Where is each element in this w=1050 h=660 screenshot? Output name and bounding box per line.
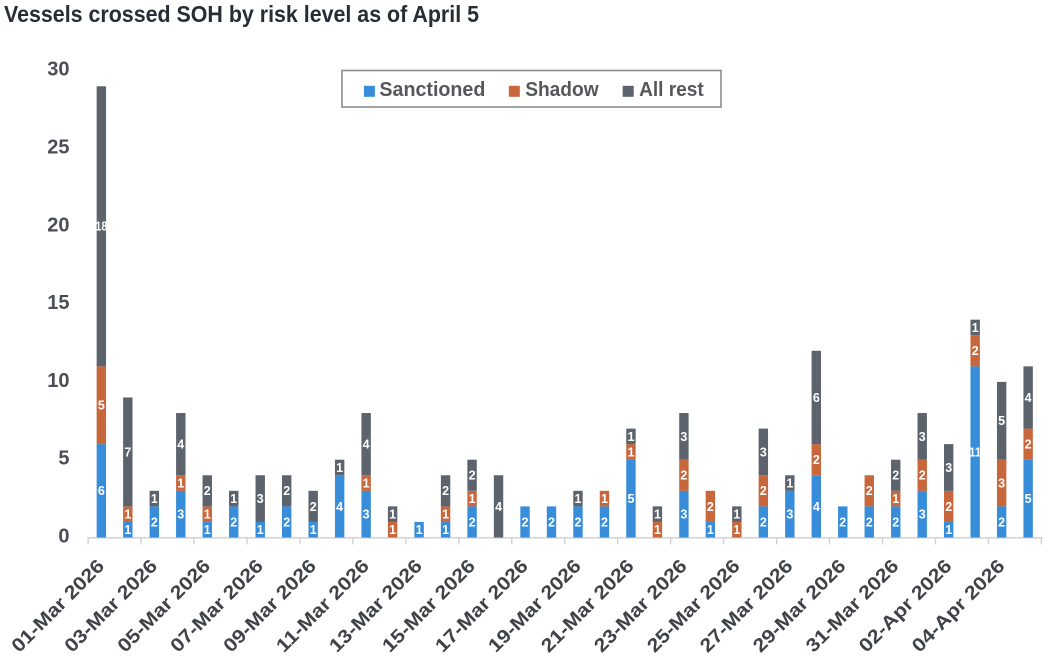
svg-text:4: 4 <box>363 438 370 452</box>
svg-text:4: 4 <box>495 500 502 514</box>
svg-text:1: 1 <box>230 492 237 506</box>
svg-text:2: 2 <box>945 500 952 514</box>
svg-text:2: 2 <box>1025 438 1032 452</box>
svg-text:2: 2 <box>151 515 158 529</box>
svg-text:2: 2 <box>760 484 767 498</box>
svg-text:1: 1 <box>363 476 370 490</box>
svg-text:1: 1 <box>707 523 714 537</box>
svg-text:1: 1 <box>627 445 634 459</box>
svg-text:6: 6 <box>813 391 820 405</box>
svg-text:4: 4 <box>177 438 184 452</box>
svg-text:1: 1 <box>654 523 661 537</box>
svg-text:2: 2 <box>575 515 582 529</box>
svg-text:1: 1 <box>389 523 396 537</box>
svg-text:2: 2 <box>469 469 476 483</box>
svg-text:5: 5 <box>998 414 1005 428</box>
svg-text:1: 1 <box>733 508 740 522</box>
svg-text:20: 20 <box>47 214 69 236</box>
svg-text:2: 2 <box>919 469 926 483</box>
svg-text:4: 4 <box>813 500 820 514</box>
svg-text:5: 5 <box>58 448 69 470</box>
svg-text:1: 1 <box>177 476 184 490</box>
svg-text:1: 1 <box>601 492 608 506</box>
svg-text:3: 3 <box>945 461 952 475</box>
svg-text:Vessels crossed SOH by risk le: Vessels crossed SOH by risk level as of … <box>4 1 479 27</box>
svg-text:2: 2 <box>892 515 899 529</box>
svg-text:2: 2 <box>866 515 873 529</box>
svg-text:1: 1 <box>124 508 131 522</box>
svg-text:3: 3 <box>363 508 370 522</box>
svg-text:2: 2 <box>442 484 449 498</box>
svg-text:2: 2 <box>839 515 846 529</box>
svg-text:1: 1 <box>945 523 952 537</box>
svg-text:1: 1 <box>575 492 582 506</box>
svg-text:2: 2 <box>310 500 317 514</box>
svg-text:All rest: All rest <box>639 79 704 101</box>
svg-text:3: 3 <box>177 508 184 522</box>
svg-text:1: 1 <box>416 523 423 537</box>
svg-text:3: 3 <box>680 508 687 522</box>
svg-text:1: 1 <box>627 430 634 444</box>
svg-text:Shadow: Shadow <box>525 79 599 101</box>
svg-text:0: 0 <box>58 526 69 548</box>
svg-text:2: 2 <box>866 484 873 498</box>
svg-text:Sanctioned: Sanctioned <box>379 79 485 101</box>
svg-text:2: 2 <box>707 500 714 514</box>
svg-text:2: 2 <box>972 344 979 358</box>
svg-text:1: 1 <box>786 476 793 490</box>
svg-text:3: 3 <box>680 430 687 444</box>
svg-text:2: 2 <box>283 484 290 498</box>
svg-text:2: 2 <box>469 515 476 529</box>
svg-text:2: 2 <box>998 515 1005 529</box>
svg-text:2: 2 <box>892 469 899 483</box>
svg-text:1: 1 <box>204 523 211 537</box>
svg-text:1: 1 <box>151 492 158 506</box>
svg-text:1: 1 <box>733 523 740 537</box>
svg-text:10: 10 <box>47 370 69 392</box>
svg-text:4: 4 <box>1025 391 1032 405</box>
svg-text:3: 3 <box>919 508 926 522</box>
svg-text:3: 3 <box>786 508 793 522</box>
svg-text:1: 1 <box>389 508 396 522</box>
svg-text:1: 1 <box>204 508 211 522</box>
svg-text:11: 11 <box>969 445 981 459</box>
svg-text:2: 2 <box>548 515 555 529</box>
svg-text:2: 2 <box>760 515 767 529</box>
svg-text:1: 1 <box>124 523 131 537</box>
svg-text:2: 2 <box>230 515 237 529</box>
svg-text:2: 2 <box>813 453 820 467</box>
svg-text:1: 1 <box>469 492 476 506</box>
svg-text:3: 3 <box>919 430 926 444</box>
svg-text:5: 5 <box>98 399 105 413</box>
svg-text:1: 1 <box>654 508 661 522</box>
svg-text:5: 5 <box>1025 492 1032 506</box>
svg-text:5: 5 <box>627 492 634 506</box>
svg-text:18: 18 <box>95 220 107 234</box>
svg-text:6: 6 <box>98 484 105 498</box>
svg-text:3: 3 <box>760 445 767 459</box>
svg-text:30: 30 <box>47 59 69 81</box>
svg-text:2: 2 <box>522 515 529 529</box>
svg-text:15: 15 <box>47 292 69 314</box>
svg-text:1: 1 <box>310 523 317 537</box>
svg-text:2: 2 <box>601 515 608 529</box>
svg-text:4: 4 <box>336 500 343 514</box>
svg-text:1: 1 <box>257 523 264 537</box>
svg-text:25: 25 <box>47 137 69 159</box>
svg-text:2: 2 <box>204 484 211 498</box>
svg-text:1: 1 <box>442 508 449 522</box>
svg-text:3: 3 <box>998 476 1005 490</box>
svg-text:1: 1 <box>442 523 449 537</box>
svg-text:1: 1 <box>972 321 979 335</box>
svg-text:2: 2 <box>680 469 687 483</box>
svg-text:1: 1 <box>336 461 343 475</box>
svg-text:2: 2 <box>283 515 290 529</box>
svg-text:1: 1 <box>892 492 899 506</box>
svg-text:3: 3 <box>257 492 264 506</box>
svg-text:7: 7 <box>124 445 131 459</box>
